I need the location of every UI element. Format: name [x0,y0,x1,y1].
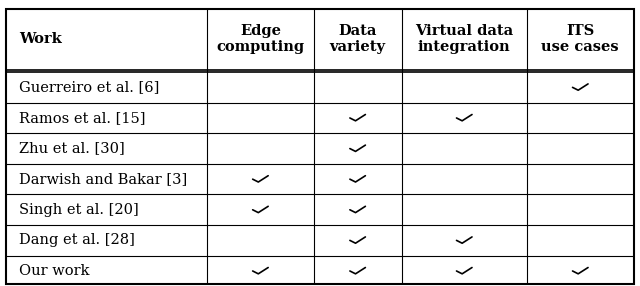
Text: Dang et al. [28]: Dang et al. [28] [19,233,135,247]
Text: Edge
computing: Edge computing [216,24,305,54]
Text: Ramos et al. [15]: Ramos et al. [15] [19,111,146,125]
Text: Our work: Our work [19,264,90,278]
Text: ITS
use cases: ITS use cases [541,24,619,54]
Text: Singh et al. [20]: Singh et al. [20] [19,203,139,217]
Text: Data
variety: Data variety [330,24,386,54]
Text: Darwish and Bakar [3]: Darwish and Bakar [3] [19,172,188,186]
Text: Guerreiro et al. [6]: Guerreiro et al. [6] [19,80,159,94]
Text: Virtual data
integration: Virtual data integration [415,24,513,54]
Text: Zhu et al. [30]: Zhu et al. [30] [19,142,125,156]
Text: Work: Work [19,32,62,46]
